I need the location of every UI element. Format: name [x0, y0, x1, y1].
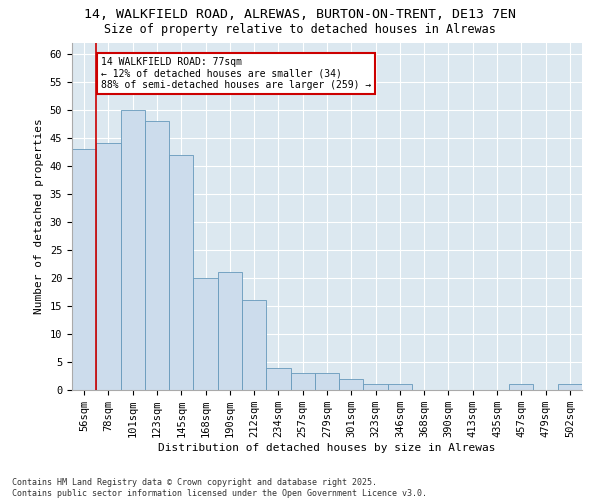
Bar	[218, 272, 242, 390]
Text: Contains HM Land Registry data © Crown copyright and database right 2025.
Contai: Contains HM Land Registry data © Crown c…	[12, 478, 427, 498]
Bar	[315, 373, 339, 390]
Bar	[339, 379, 364, 390]
Bar	[558, 384, 582, 390]
Bar	[193, 278, 218, 390]
Bar	[388, 384, 412, 390]
Text: 14, WALKFIELD ROAD, ALREWAS, BURTON-ON-TRENT, DE13 7EN: 14, WALKFIELD ROAD, ALREWAS, BURTON-ON-T…	[84, 8, 516, 20]
Text: 14 WALKFIELD ROAD: 77sqm
← 12% of detached houses are smaller (34)
88% of semi-d: 14 WALKFIELD ROAD: 77sqm ← 12% of detach…	[101, 56, 371, 90]
Bar	[169, 154, 193, 390]
Bar	[290, 373, 315, 390]
Bar	[242, 300, 266, 390]
Bar	[364, 384, 388, 390]
Bar	[266, 368, 290, 390]
Text: Size of property relative to detached houses in Alrewas: Size of property relative to detached ho…	[104, 22, 496, 36]
X-axis label: Distribution of detached houses by size in Alrewas: Distribution of detached houses by size …	[158, 443, 496, 453]
Y-axis label: Number of detached properties: Number of detached properties	[34, 118, 44, 314]
Bar	[509, 384, 533, 390]
Bar	[96, 144, 121, 390]
Bar	[121, 110, 145, 390]
Bar	[145, 121, 169, 390]
Bar	[72, 149, 96, 390]
